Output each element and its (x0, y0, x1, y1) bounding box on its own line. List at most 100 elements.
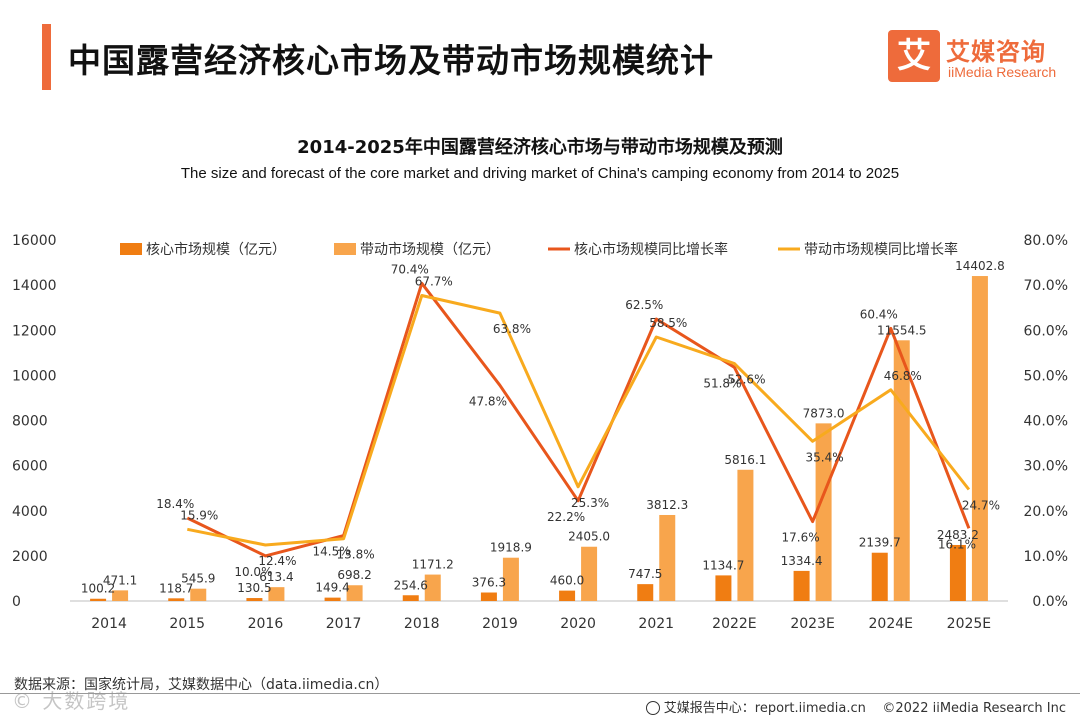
bar-core (559, 590, 576, 601)
bar-value-label: 747.5 (628, 567, 662, 581)
y-right-tick-label: 70.0% (1024, 278, 1068, 294)
chart-title: 2014-2025年中国露营经济核心市场与带动市场规模及预测 (297, 137, 783, 158)
y-left-tick-label: 0 (12, 594, 21, 610)
line-value-label: 47.8% (469, 394, 507, 408)
x-tick-label: 2016 (248, 616, 284, 632)
line-value-label: 14.5% (313, 545, 351, 559)
x-tick-label: 2023E (790, 616, 834, 632)
legend-label: 带动市场规模同比增长率 (804, 241, 958, 258)
line-value-label: 13.8% (337, 548, 375, 562)
line-value-label: 70.4% (391, 262, 429, 276)
bar-value-label: 1134.7 (702, 558, 744, 572)
line-value-label: 16.1% (938, 537, 976, 551)
bar-core (871, 552, 888, 601)
bar-driving (268, 587, 285, 601)
bar-value-label: 149.4 (315, 581, 349, 595)
line-value-label: 35.4% (806, 450, 844, 464)
bar-core (949, 544, 966, 601)
bar-driving (346, 585, 363, 601)
bar-value-label: 1918.9 (490, 541, 532, 555)
x-tick-label: 2022E (712, 616, 756, 632)
x-tick-label: 2014 (91, 616, 127, 632)
line-value-label: 63.8% (493, 322, 531, 336)
bar-value-label: 1171.2 (412, 558, 454, 572)
data-source: 数据来源：国家统计局，艾媒数据中心（data.iimedia.cn） (14, 677, 389, 693)
x-tick-label: 2019 (482, 616, 518, 632)
bar-value-label: 2483.2 (937, 528, 979, 542)
line-value-label: 15.9% (180, 508, 218, 522)
y-left-tick-label: 16000 (12, 233, 57, 249)
copyright: ©2022 iiMedia Research Inc (882, 701, 1066, 716)
y-right-tick-label: 0.0% (1032, 594, 1068, 610)
y-right-tick-label: 40.0% (1024, 414, 1068, 430)
bar-core (402, 595, 419, 601)
y-right-tick-label: 20.0% (1024, 504, 1068, 520)
y-right-tick-label: 50.0% (1024, 368, 1068, 384)
bar-driving (815, 423, 832, 601)
line-value-label: 12.4% (258, 554, 296, 568)
bar-core (90, 598, 107, 601)
chart-subtitle: The size and forecast of the core market… (180, 165, 900, 182)
y-right-tick-label: 60.0% (1024, 323, 1068, 339)
line-value-label: 25.3% (571, 496, 609, 510)
logo-mark: 艾 (888, 30, 940, 82)
bar-value-label: 14402.8 (955, 259, 1005, 273)
line-value-label: 22.2% (547, 510, 585, 524)
bar-core (168, 598, 185, 601)
line-value-label: 17.6% (782, 531, 820, 545)
line-value-label: 58.5% (649, 316, 687, 330)
bar-value-label: 254.6 (394, 578, 428, 592)
x-tick-label: 2015 (169, 616, 205, 632)
y-left-tick-label: 4000 (12, 504, 48, 520)
x-tick-label: 2020 (560, 616, 596, 632)
title-accent-bar (42, 24, 51, 90)
bar-driving (893, 340, 910, 601)
y-left-tick-label: 10000 (12, 368, 57, 384)
bar-value-label: 698.2 (337, 568, 371, 582)
watermark: © 大数跨境 (12, 689, 131, 713)
bar-value-label: 2405.0 (568, 530, 610, 544)
bar-value-label: 471.1 (103, 573, 137, 587)
bar-driving (112, 590, 129, 601)
bar-driving (737, 469, 754, 601)
bar-value-label: 460.0 (550, 574, 584, 588)
legend-label: 核心市场规模同比增长率 (574, 241, 728, 258)
report-link[interactable]: 艾媒报告中心：report.iimedia.cn (663, 701, 866, 716)
legend-swatch (120, 243, 142, 255)
bar-core (637, 584, 654, 601)
globe-icon (645, 701, 660, 715)
bar-value-label: 3812.3 (646, 498, 688, 512)
line-value-label: 51.8% (703, 376, 741, 390)
line-driving-growth (187, 294, 971, 547)
bar-value-label: 545.9 (181, 572, 215, 586)
bar-driving (190, 588, 207, 601)
y-left-tick-label: 12000 (12, 323, 57, 339)
page-title: 中国露营经济核心市场及带动市场规模统计 (68, 41, 714, 80)
y-left-tick-label: 6000 (12, 459, 48, 475)
x-tick-label: 2024E (869, 616, 913, 632)
bar-driving (581, 546, 598, 601)
line-value-label: 10.0% (234, 565, 272, 579)
y-right-tick-label: 80.0% (1024, 233, 1068, 249)
bar-driving (502, 557, 519, 601)
bar-value-label: 5816.1 (724, 453, 766, 467)
line-value-label: 24.7% (962, 499, 1000, 513)
y-left-tick-label: 8000 (12, 414, 48, 430)
bar-value-label: 1334.4 (781, 554, 823, 568)
x-tick-label: 2021 (638, 616, 674, 632)
bar-driving (971, 276, 988, 601)
legend-label: 带动市场规模（亿元） (360, 241, 500, 258)
bar-value-label: 376.3 (472, 576, 506, 590)
y-left-tick-label: 14000 (12, 278, 57, 294)
logo-cn-text: 艾媒咨询 (946, 38, 1046, 66)
iimedia-logo: 艾 艾媒咨询 iiMedia Research (888, 30, 1068, 86)
bar-value-label: 130.5 (237, 581, 271, 595)
line-value-label: 18.4% (156, 497, 194, 511)
y-right-tick-label: 30.0% (1024, 459, 1068, 475)
bar-core (480, 592, 497, 601)
logo-en-text: iiMedia Research (948, 64, 1057, 80)
footer-divider (0, 693, 1080, 694)
x-tick-label: 2017 (326, 616, 362, 632)
bar-core (246, 598, 263, 601)
bar-core (324, 597, 341, 601)
